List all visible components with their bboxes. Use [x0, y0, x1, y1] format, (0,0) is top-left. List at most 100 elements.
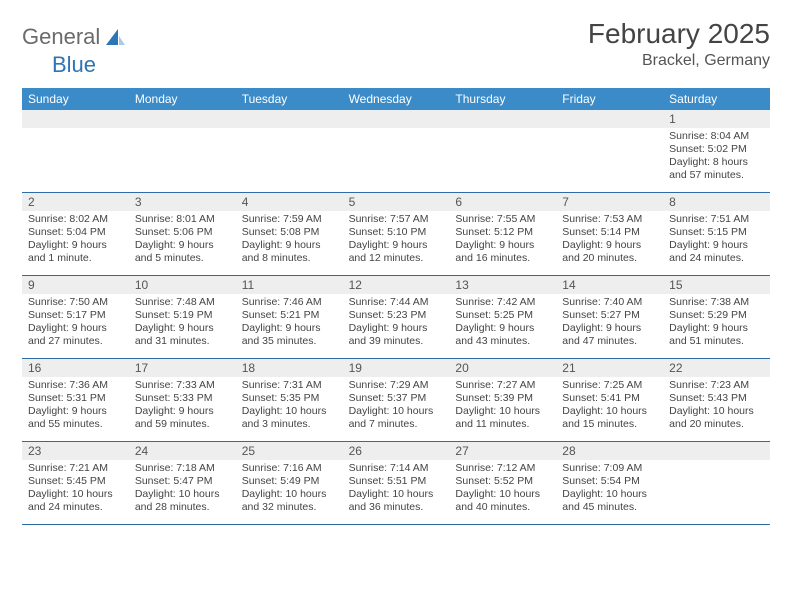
- daylight-text: Daylight: 9 hours: [455, 322, 550, 335]
- sunrise-text: Sunrise: 7:44 AM: [349, 296, 444, 309]
- daylight-text: and 15 minutes.: [562, 418, 657, 431]
- sunset-text: Sunset: 5:29 PM: [669, 309, 764, 322]
- day-number: 1: [663, 110, 770, 128]
- daylight-text: Daylight: 9 hours: [28, 239, 123, 252]
- brand-word1: General: [22, 24, 100, 50]
- daylight-text: and 40 minutes.: [455, 501, 550, 514]
- calendar-cell: 25Sunrise: 7:16 AMSunset: 5:49 PMDayligh…: [236, 442, 343, 524]
- day-number: 2: [22, 193, 129, 211]
- daylight-text: and 12 minutes.: [349, 252, 444, 265]
- day-number: 22: [663, 359, 770, 377]
- daylight-text: and 20 minutes.: [562, 252, 657, 265]
- daylight-text: Daylight: 9 hours: [242, 239, 337, 252]
- daylight-text: Daylight: 9 hours: [669, 322, 764, 335]
- title-block: February 2025 Brackel, Germany: [588, 18, 770, 70]
- calendar-cell: 23Sunrise: 7:21 AMSunset: 5:45 PMDayligh…: [22, 442, 129, 524]
- brand-word2: Blue: [52, 52, 96, 77]
- sunrise-text: Sunrise: 7:12 AM: [455, 462, 550, 475]
- day-number: 5: [343, 193, 450, 211]
- sunset-text: Sunset: 5:35 PM: [242, 392, 337, 405]
- daylight-text: Daylight: 10 hours: [669, 405, 764, 418]
- brand-logo: General: [22, 18, 128, 50]
- day-number: 8: [663, 193, 770, 211]
- daylight-text: and 36 minutes.: [349, 501, 444, 514]
- sunrise-text: Sunrise: 8:01 AM: [135, 213, 230, 226]
- day-info: Sunrise: 7:21 AMSunset: 5:45 PMDaylight:…: [22, 460, 129, 519]
- calendar-cell: 18Sunrise: 7:31 AMSunset: 5:35 PMDayligh…: [236, 359, 343, 441]
- sunset-text: Sunset: 5:37 PM: [349, 392, 444, 405]
- weekday-header: Monday: [129, 88, 236, 110]
- day-number: 11: [236, 276, 343, 294]
- day-info: Sunrise: 7:50 AMSunset: 5:17 PMDaylight:…: [22, 294, 129, 353]
- calendar-cell: 14Sunrise: 7:40 AMSunset: 5:27 PMDayligh…: [556, 276, 663, 358]
- calendar-week: 2Sunrise: 8:02 AMSunset: 5:04 PMDaylight…: [22, 193, 770, 276]
- day-info: Sunrise: 7:31 AMSunset: 5:35 PMDaylight:…: [236, 377, 343, 436]
- day-number: 20: [449, 359, 556, 377]
- day-info: Sunrise: 7:27 AMSunset: 5:39 PMDaylight:…: [449, 377, 556, 436]
- daylight-text: and 45 minutes.: [562, 501, 657, 514]
- sunset-text: Sunset: 5:10 PM: [349, 226, 444, 239]
- sunset-text: Sunset: 5:33 PM: [135, 392, 230, 405]
- day-info: Sunrise: 7:53 AMSunset: 5:14 PMDaylight:…: [556, 211, 663, 270]
- day-info: Sunrise: 7:33 AMSunset: 5:33 PMDaylight:…: [129, 377, 236, 436]
- daylight-text: and 31 minutes.: [135, 335, 230, 348]
- day-info: Sunrise: 7:23 AMSunset: 5:43 PMDaylight:…: [663, 377, 770, 436]
- calendar-cell: 10Sunrise: 7:48 AMSunset: 5:19 PMDayligh…: [129, 276, 236, 358]
- sunrise-text: Sunrise: 7:25 AM: [562, 379, 657, 392]
- sunset-text: Sunset: 5:27 PM: [562, 309, 657, 322]
- day-number: [22, 110, 129, 128]
- daylight-text: and 27 minutes.: [28, 335, 123, 348]
- calendar-cell: 28Sunrise: 7:09 AMSunset: 5:54 PMDayligh…: [556, 442, 663, 524]
- sunrise-text: Sunrise: 7:23 AM: [669, 379, 764, 392]
- day-info: Sunrise: 8:02 AMSunset: 5:04 PMDaylight:…: [22, 211, 129, 270]
- calendar-cell: 2Sunrise: 8:02 AMSunset: 5:04 PMDaylight…: [22, 193, 129, 275]
- day-number: 16: [22, 359, 129, 377]
- daylight-text: and 11 minutes.: [455, 418, 550, 431]
- daylight-text: and 51 minutes.: [669, 335, 764, 348]
- calendar-cell: 9Sunrise: 7:50 AMSunset: 5:17 PMDaylight…: [22, 276, 129, 358]
- sunrise-text: Sunrise: 7:40 AM: [562, 296, 657, 309]
- calendar-cell: 19Sunrise: 7:29 AMSunset: 5:37 PMDayligh…: [343, 359, 450, 441]
- sunrise-text: Sunrise: 7:14 AM: [349, 462, 444, 475]
- daylight-text: Daylight: 9 hours: [135, 322, 230, 335]
- sunset-text: Sunset: 5:04 PM: [28, 226, 123, 239]
- daylight-text: and 5 minutes.: [135, 252, 230, 265]
- calendar-cell: 7Sunrise: 7:53 AMSunset: 5:14 PMDaylight…: [556, 193, 663, 275]
- sunrise-text: Sunrise: 7:31 AM: [242, 379, 337, 392]
- calendar-week: 23Sunrise: 7:21 AMSunset: 5:45 PMDayligh…: [22, 442, 770, 525]
- weekday-header-row: Sunday Monday Tuesday Wednesday Thursday…: [22, 88, 770, 110]
- day-info: Sunrise: 7:42 AMSunset: 5:25 PMDaylight:…: [449, 294, 556, 353]
- calendar-cell: [449, 110, 556, 192]
- day-info: Sunrise: 7:44 AMSunset: 5:23 PMDaylight:…: [343, 294, 450, 353]
- daylight-text: and 43 minutes.: [455, 335, 550, 348]
- daylight-text: Daylight: 10 hours: [455, 488, 550, 501]
- sunset-text: Sunset: 5:52 PM: [455, 475, 550, 488]
- weekday-header: Friday: [556, 88, 663, 110]
- calendar-cell: 6Sunrise: 7:55 AMSunset: 5:12 PMDaylight…: [449, 193, 556, 275]
- calendar-cell: 17Sunrise: 7:33 AMSunset: 5:33 PMDayligh…: [129, 359, 236, 441]
- day-number: 28: [556, 442, 663, 460]
- daylight-text: Daylight: 9 hours: [562, 322, 657, 335]
- sunset-text: Sunset: 5:08 PM: [242, 226, 337, 239]
- sunset-text: Sunset: 5:43 PM: [669, 392, 764, 405]
- day-number: [663, 442, 770, 460]
- sunset-text: Sunset: 5:23 PM: [349, 309, 444, 322]
- sunrise-text: Sunrise: 7:09 AM: [562, 462, 657, 475]
- calendar-cell: 1Sunrise: 8:04 AMSunset: 5:02 PMDaylight…: [663, 110, 770, 192]
- calendar-cell: [343, 110, 450, 192]
- sunrise-text: Sunrise: 7:46 AM: [242, 296, 337, 309]
- day-number: 6: [449, 193, 556, 211]
- weekday-header: Sunday: [22, 88, 129, 110]
- day-number: [449, 110, 556, 128]
- sunset-text: Sunset: 5:47 PM: [135, 475, 230, 488]
- sunrise-text: Sunrise: 7:21 AM: [28, 462, 123, 475]
- daylight-text: Daylight: 10 hours: [455, 405, 550, 418]
- daylight-text: Daylight: 10 hours: [562, 488, 657, 501]
- day-number: 17: [129, 359, 236, 377]
- daylight-text: and 35 minutes.: [242, 335, 337, 348]
- day-number: 18: [236, 359, 343, 377]
- calendar-cell: [236, 110, 343, 192]
- daylight-text: and 57 minutes.: [669, 169, 764, 182]
- calendar-week: 1Sunrise: 8:04 AMSunset: 5:02 PMDaylight…: [22, 110, 770, 193]
- daylight-text: and 7 minutes.: [349, 418, 444, 431]
